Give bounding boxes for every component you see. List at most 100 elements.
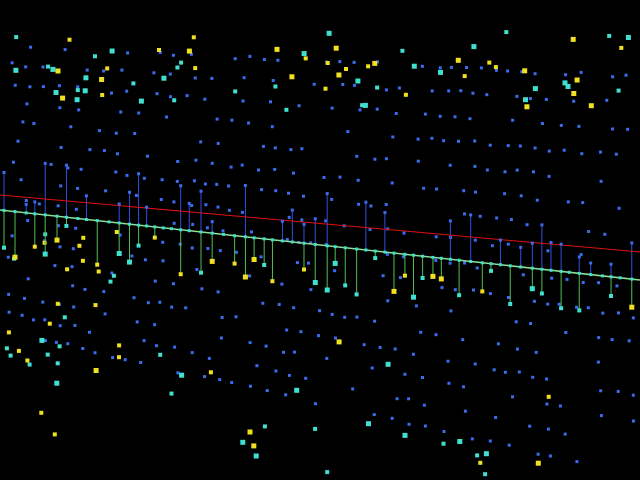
blue-point bbox=[519, 194, 523, 198]
ground-marker bbox=[354, 292, 359, 297]
blue-point bbox=[507, 443, 511, 447]
blue-point bbox=[83, 287, 87, 291]
scatter-point bbox=[400, 48, 405, 53]
blue-point bbox=[277, 303, 281, 306]
blue-point bbox=[601, 311, 605, 315]
blue-point bbox=[546, 427, 550, 431]
ground-point bbox=[421, 254, 425, 258]
blue-point bbox=[169, 95, 172, 99]
blue-point bbox=[176, 371, 180, 375]
ground-marker bbox=[373, 256, 378, 261]
blue-point bbox=[420, 64, 424, 68]
blue-point bbox=[514, 320, 518, 324]
blue-point bbox=[599, 179, 603, 183]
ground-point bbox=[210, 231, 214, 235]
blue-point bbox=[330, 312, 334, 316]
blue-point bbox=[160, 178, 164, 182]
blue-point bbox=[442, 430, 446, 433]
scatter-point bbox=[588, 103, 594, 109]
blue-point bbox=[463, 261, 467, 265]
scatter-point bbox=[455, 57, 461, 63]
blue-point bbox=[599, 150, 602, 154]
blue-point bbox=[341, 83, 345, 86]
ground-point bbox=[161, 226, 165, 230]
blue-point bbox=[318, 309, 322, 313]
ground-marker bbox=[209, 258, 215, 264]
blue-point bbox=[577, 124, 581, 128]
scatter-point bbox=[8, 353, 13, 358]
blue-point bbox=[7, 310, 11, 314]
blue-point bbox=[533, 72, 537, 76]
blue-point bbox=[215, 117, 219, 121]
ground-point bbox=[364, 248, 368, 252]
blue-point bbox=[605, 98, 609, 102]
blue-point bbox=[414, 304, 418, 308]
ground-point bbox=[280, 239, 284, 243]
blue-point bbox=[145, 205, 149, 209]
blue-point bbox=[133, 132, 137, 135]
ground-marker bbox=[391, 288, 397, 294]
blue-point bbox=[548, 454, 552, 458]
ground-point bbox=[343, 246, 347, 250]
scatter-point bbox=[77, 243, 82, 248]
blue-point bbox=[117, 202, 121, 206]
scatter-point bbox=[483, 472, 488, 477]
blue-point bbox=[416, 137, 420, 141]
ground-point bbox=[508, 264, 512, 268]
ground-point bbox=[530, 266, 534, 270]
blue-point bbox=[234, 315, 238, 319]
blue-point bbox=[114, 170, 118, 174]
blue-point bbox=[159, 198, 163, 201]
blue-point bbox=[384, 157, 388, 161]
blue-point bbox=[59, 146, 63, 149]
blue-point bbox=[609, 262, 613, 266]
blue-point bbox=[579, 70, 583, 74]
ground-point bbox=[540, 267, 544, 271]
blue-point bbox=[334, 336, 337, 340]
blue-point bbox=[146, 301, 150, 305]
blue-point bbox=[123, 358, 127, 362]
scatter-point bbox=[344, 67, 348, 71]
blue-point bbox=[274, 189, 278, 193]
blue-point bbox=[24, 199, 28, 202]
blue-point bbox=[37, 202, 41, 206]
blue-point bbox=[302, 194, 305, 198]
scatter-point bbox=[50, 66, 56, 72]
blue-point bbox=[153, 279, 157, 283]
blue-point bbox=[511, 395, 514, 399]
blue-point bbox=[126, 51, 130, 55]
ground-marker bbox=[127, 259, 132, 265]
blue-point bbox=[195, 268, 199, 271]
blue-point bbox=[146, 154, 149, 158]
blue-point bbox=[13, 83, 17, 87]
blue-point bbox=[325, 192, 329, 196]
blue-point bbox=[422, 186, 426, 190]
ground-point bbox=[383, 250, 387, 254]
ground-marker bbox=[262, 263, 267, 267]
ground-marker bbox=[430, 273, 436, 279]
blue-point bbox=[471, 91, 475, 95]
ground-point bbox=[2, 208, 6, 212]
blue-point bbox=[43, 339, 47, 343]
blue-point bbox=[563, 432, 567, 436]
blue-point bbox=[375, 60, 379, 64]
blue-point bbox=[280, 219, 284, 223]
scatter-point bbox=[55, 301, 60, 306]
blue-point bbox=[215, 182, 219, 186]
blue-point bbox=[172, 282, 175, 286]
scatter-point bbox=[385, 361, 391, 367]
scatter-point bbox=[82, 88, 88, 94]
blue-point bbox=[434, 235, 438, 239]
ground-marker bbox=[42, 251, 48, 257]
scatter-point bbox=[114, 230, 119, 234]
blue-point bbox=[287, 191, 290, 195]
blue-point bbox=[142, 176, 146, 180]
blue-point bbox=[309, 288, 313, 292]
blue-point bbox=[170, 305, 174, 309]
scatter-point bbox=[522, 68, 528, 74]
blue-point bbox=[71, 247, 75, 251]
blue-point bbox=[565, 277, 569, 281]
blue-point bbox=[440, 286, 444, 290]
ground-marker bbox=[12, 254, 18, 260]
